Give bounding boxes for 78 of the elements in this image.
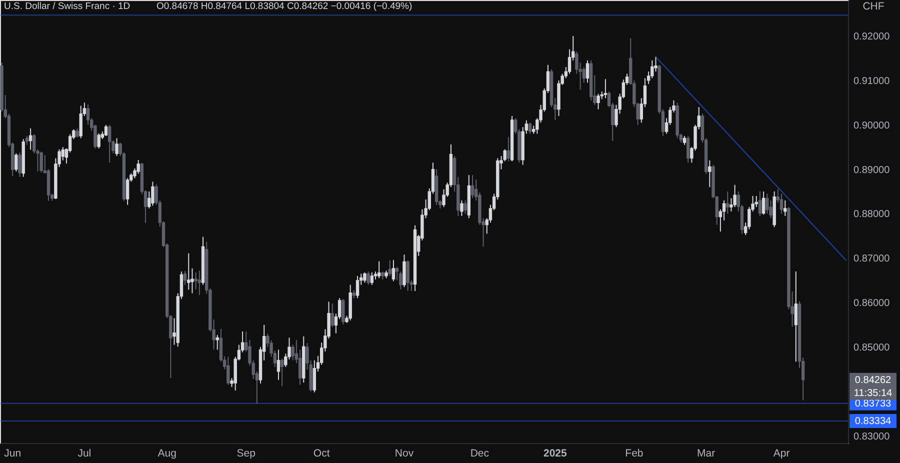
candlestick <box>464 200 467 214</box>
x-tick-label: Apr <box>773 448 790 460</box>
candlestick <box>291 344 294 361</box>
candlestick <box>604 78 608 99</box>
y-tick-label: 0.91000 <box>854 76 890 87</box>
candlestick <box>14 152 18 172</box>
x-tick-label: Jun <box>4 448 22 460</box>
y-tick-label: 0.86000 <box>854 298 890 310</box>
candlestick <box>276 349 280 380</box>
text: 0.84262 <box>854 374 892 386</box>
candlestick <box>18 152 22 178</box>
x-tick-label: Aug <box>158 448 177 460</box>
candlestick <box>40 151 43 173</box>
candlestick <box>280 358 284 387</box>
candlestick <box>126 178 130 206</box>
candlestick <box>187 252 190 290</box>
candlestick <box>586 60 590 84</box>
candlestick <box>388 260 392 276</box>
candlestick <box>79 105 82 139</box>
text: 11:35:14 <box>854 388 893 399</box>
candlestick <box>708 160 712 188</box>
y-axis-title: CHF <box>862 0 884 12</box>
candlestick <box>136 159 140 174</box>
y-tick-label: 0.90000 <box>854 120 890 132</box>
ref-line-label: 0.83733 <box>854 398 892 410</box>
candlestick <box>754 195 758 208</box>
candlestick <box>377 260 381 279</box>
candlestick <box>528 122 532 134</box>
candlestick <box>460 200 464 216</box>
candlestick <box>758 191 762 216</box>
chart-title: U.S. Dollar / Swiss Franc · 1D <box>4 1 130 12</box>
candlestick <box>28 128 32 150</box>
candlestick <box>406 260 410 292</box>
candlestick <box>686 135 690 164</box>
candlestick <box>794 270 798 362</box>
x-tick-label: 2025 <box>543 448 567 460</box>
chart-subtitle: O0.84678 H0.84764 L0.83804 C0.84262 −0.00416 (−0.49%) <box>156 1 412 12</box>
candlestick <box>108 124 112 164</box>
candlestick <box>596 93 600 110</box>
candlestick <box>312 360 316 393</box>
candlestick <box>366 270 370 286</box>
candlestick <box>183 270 187 286</box>
y-tick-label: 0.83000 <box>854 431 890 442</box>
candlestick <box>330 302 334 328</box>
y-tick-label: 0.89000 <box>854 164 890 176</box>
candlestick <box>399 270 402 290</box>
x-tick-label: Jul <box>78 448 92 460</box>
candlestick <box>766 193 769 214</box>
candlestick <box>402 254 406 288</box>
x-tick-label: Feb <box>625 448 644 460</box>
candlestick <box>784 200 787 216</box>
candlestick <box>115 138 118 156</box>
candlestick <box>226 356 230 386</box>
candlestick <box>762 191 766 216</box>
candlestick <box>506 136 510 162</box>
candlestick <box>363 272 366 284</box>
candlestick <box>392 259 396 282</box>
candlestick <box>356 275 360 299</box>
y-tick-label: 0.88000 <box>854 209 890 220</box>
y-tick-label: 0.92000 <box>854 31 890 42</box>
candlestick <box>342 298 345 325</box>
candlestick <box>104 124 108 136</box>
x-tick-label: Mar <box>697 448 716 460</box>
candlestick <box>726 191 730 214</box>
x-tick-label: Nov <box>394 448 414 460</box>
candlestick <box>733 184 736 208</box>
x-tick-label: Sep <box>236 448 256 460</box>
y-tick-label: 0.85000 <box>854 342 890 354</box>
candlestick <box>151 181 154 206</box>
ref-line-label: 0.83334 <box>854 416 892 428</box>
candlestick <box>370 272 374 286</box>
candlestick <box>198 270 202 296</box>
x-tick-label: Dec <box>470 448 490 460</box>
y-tick-label: 0.87000 <box>854 254 890 265</box>
candlestick <box>97 132 100 149</box>
candlestick <box>470 174 474 199</box>
candlestick <box>780 193 784 214</box>
x-tick-label: Oct <box>313 448 330 460</box>
